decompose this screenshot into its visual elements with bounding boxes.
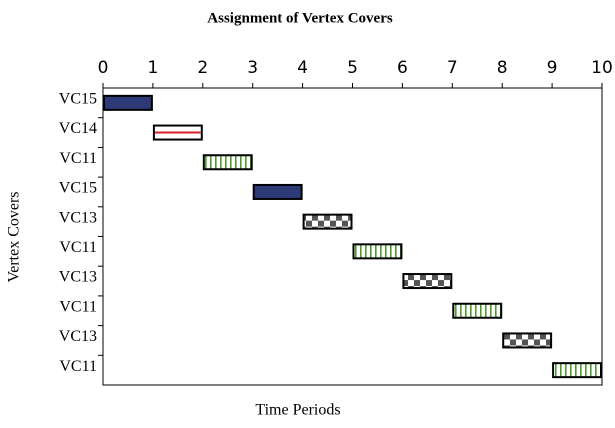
y-tick-label: VC11 (59, 150, 97, 167)
bar (252, 183, 303, 200)
bar (552, 362, 602, 379)
y-tick-label: VC15 (59, 91, 97, 108)
x-tick-label: 9 (547, 58, 558, 78)
chart-title: Assignment of Vertex Covers (207, 10, 393, 26)
x-tick-label: 6 (397, 58, 408, 78)
y-axis-label: Vertex Covers (6, 191, 23, 282)
y-tick-label: VC11 (59, 298, 97, 315)
y-tick-label: VC13 (59, 328, 97, 345)
x-tick-label: 1 (147, 58, 158, 78)
y-tick-label: VC13 (59, 209, 97, 226)
x-tick-label: 2 (197, 58, 208, 78)
bar (402, 273, 453, 290)
bar (452, 302, 503, 319)
y-tick-label: VC11 (59, 358, 97, 375)
bar (352, 243, 403, 260)
x-tick-label: 7 (447, 58, 458, 78)
x-tick-label: 10 (591, 58, 613, 78)
x-axis-label: Time Periods (255, 402, 340, 419)
bar (202, 154, 253, 171)
x-tick-label: 4 (297, 58, 308, 78)
bar (302, 213, 353, 230)
y-tick-label: VC14 (59, 120, 97, 137)
y-tick-label: VC13 (59, 269, 97, 286)
bar (103, 94, 153, 111)
bar (502, 332, 553, 349)
y-tick-label: VC11 (59, 239, 97, 256)
x-tick-label: 0 (98, 58, 109, 78)
x-tick-label: 3 (247, 58, 258, 78)
x-tick-label: 5 (347, 58, 358, 78)
y-tick-label: VC15 (59, 180, 97, 197)
x-tick-label: 8 (497, 58, 508, 78)
